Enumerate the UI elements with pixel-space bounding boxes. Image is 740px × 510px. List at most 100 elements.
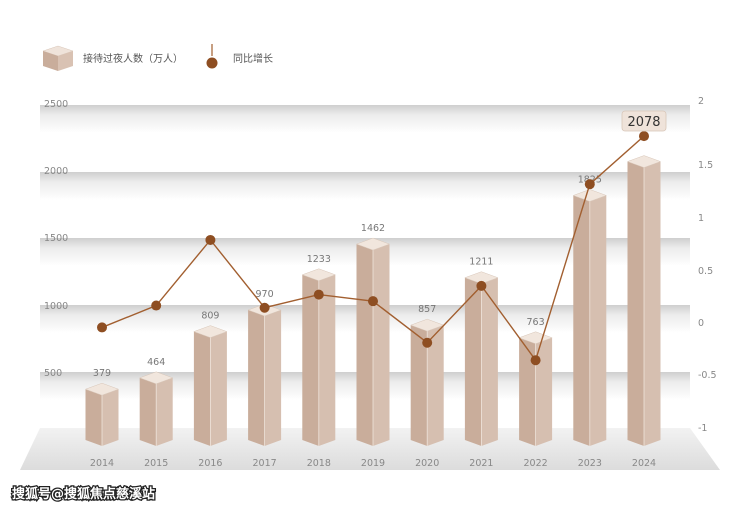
bar-value-label: 1462 [361,223,385,234]
bar-2023 [572,189,608,446]
growth-point-2024 [639,131,649,142]
growth-point-2022 [530,355,541,366]
bar-face-top [84,382,120,396]
bar-2018 [301,268,337,446]
y-right-tick-label: -0.5 [698,370,717,381]
bar-2024 [626,155,662,446]
bar-value-label: 1233 [307,254,331,265]
bar-face-top [355,237,391,251]
bar-2017 [247,303,282,446]
bar-face-top [464,271,499,284]
x-tick-label: 2024 [632,458,656,469]
x-axis: 2014 2015 2016 2017 2018 2019 2020 2021 2022 2023… [90,458,656,469]
y-right-tick-label: 0.5 [698,266,713,277]
y-axis-right: 2 1.5 1 0.5 0 -0.5 -1 [698,96,717,434]
y-right-tick-label: 1 [698,213,704,224]
growth-point-2015 [151,300,162,311]
legend: 接待过夜人数（万人） 同比增长 [42,44,273,71]
bar-2020 [409,318,445,446]
y-left-tick-label: 2000 [44,166,68,177]
bar-face-left [85,389,102,446]
legend-line-label: 同比增长 [233,52,273,65]
y-left-tick-label: 1500 [44,233,68,244]
bar-face-left [519,337,536,446]
bar-2016 [193,325,228,446]
bar-face-left [627,161,644,446]
bar-2019 [355,237,391,446]
x-tick-label: 2018 [307,458,331,469]
y-right-tick-label: 2 [698,96,704,107]
growth-point-2018 [313,289,324,300]
bar-value-label: 1211 [469,257,493,268]
bar-face-right [156,377,173,446]
bar-face-right [589,195,607,446]
growth-point-2014 [97,322,107,333]
bar-face-right [318,274,336,446]
bar-face-right [264,310,282,446]
grid-band [40,105,690,133]
bar-face-top [572,189,608,202]
x-tick-label: 2019 [361,458,385,469]
bar-face-left [302,274,319,446]
bar-2015 [138,371,174,446]
bar-face-left [410,325,428,446]
y-right-tick-label: -1 [698,423,707,434]
highlight-callout: 2078 [621,110,667,132]
y-left-tick-label: 2500 [44,99,68,110]
y-left-tick-label: 1000 [44,301,68,312]
y-left-tick-label: 500 [44,368,62,379]
bar-face-right [102,389,119,446]
bar-value-label: 809 [201,311,219,322]
x-tick-label: 2022 [524,458,548,469]
legend-bar-icon [42,45,74,71]
bar-face-left [248,310,265,446]
bar-value-label: 857 [418,304,436,315]
bar-face-right [427,325,444,446]
bar-face-left [356,244,373,446]
bar-value-label: 970 [256,289,274,300]
x-tick-label: 2023 [578,458,602,469]
bar-2022 [518,331,553,446]
x-tick-label: 2016 [198,458,222,469]
bar-face-right [210,331,227,446]
legend-line-icon [206,44,218,69]
x-tick-label: 2021 [469,458,493,469]
bar-face-right [481,277,498,446]
bar-face-top [193,325,228,338]
bar-2021 [464,271,499,446]
bar-face-left [193,331,211,446]
x-tick-label: 2015 [144,458,168,469]
callout-value: 2078 [627,115,660,130]
bar-value-label: 464 [147,357,165,368]
x-tick-label: 2020 [415,458,439,469]
y-right-tick-label: 1.5 [698,160,713,171]
growth-point-2020 [422,337,433,348]
bar-face-top [626,155,662,168]
bar-series [84,155,662,446]
growth-point-2019 [368,296,378,307]
y-axis-left: 500 1000 1500 2000 2500 [44,99,68,379]
bar-face-left [464,277,482,446]
bar-value-label: 379 [93,368,111,379]
watermark: 搜狐号@搜狐焦点慈溪站 [12,486,155,502]
growth-line-series [97,131,649,366]
bar-face-right [535,337,553,446]
y-right-tick-label: 0 [698,318,704,329]
bar-face-top [301,268,337,282]
bar-face-left [573,195,590,446]
callout-box [621,110,667,132]
bar-face-right [373,244,390,446]
x-tick-label: 2014 [90,458,114,469]
legend-bar-label: 接待过夜人数（万人） [83,52,183,65]
bar-face-right [644,161,661,446]
growth-point-2021 [476,280,487,291]
bar-2014 [84,382,120,446]
bar-value-label: 763 [527,317,545,328]
bar-face-left [139,377,157,446]
growth-point-2023 [584,179,595,190]
growth-point-2017 [259,302,270,313]
growth-point-2016 [205,234,216,245]
bar-face-top [138,371,174,385]
x-tick-label: 2017 [253,458,277,469]
